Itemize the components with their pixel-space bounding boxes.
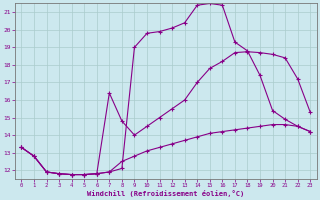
X-axis label: Windchill (Refroidissement éolien,°C): Windchill (Refroidissement éolien,°C) <box>87 190 244 197</box>
